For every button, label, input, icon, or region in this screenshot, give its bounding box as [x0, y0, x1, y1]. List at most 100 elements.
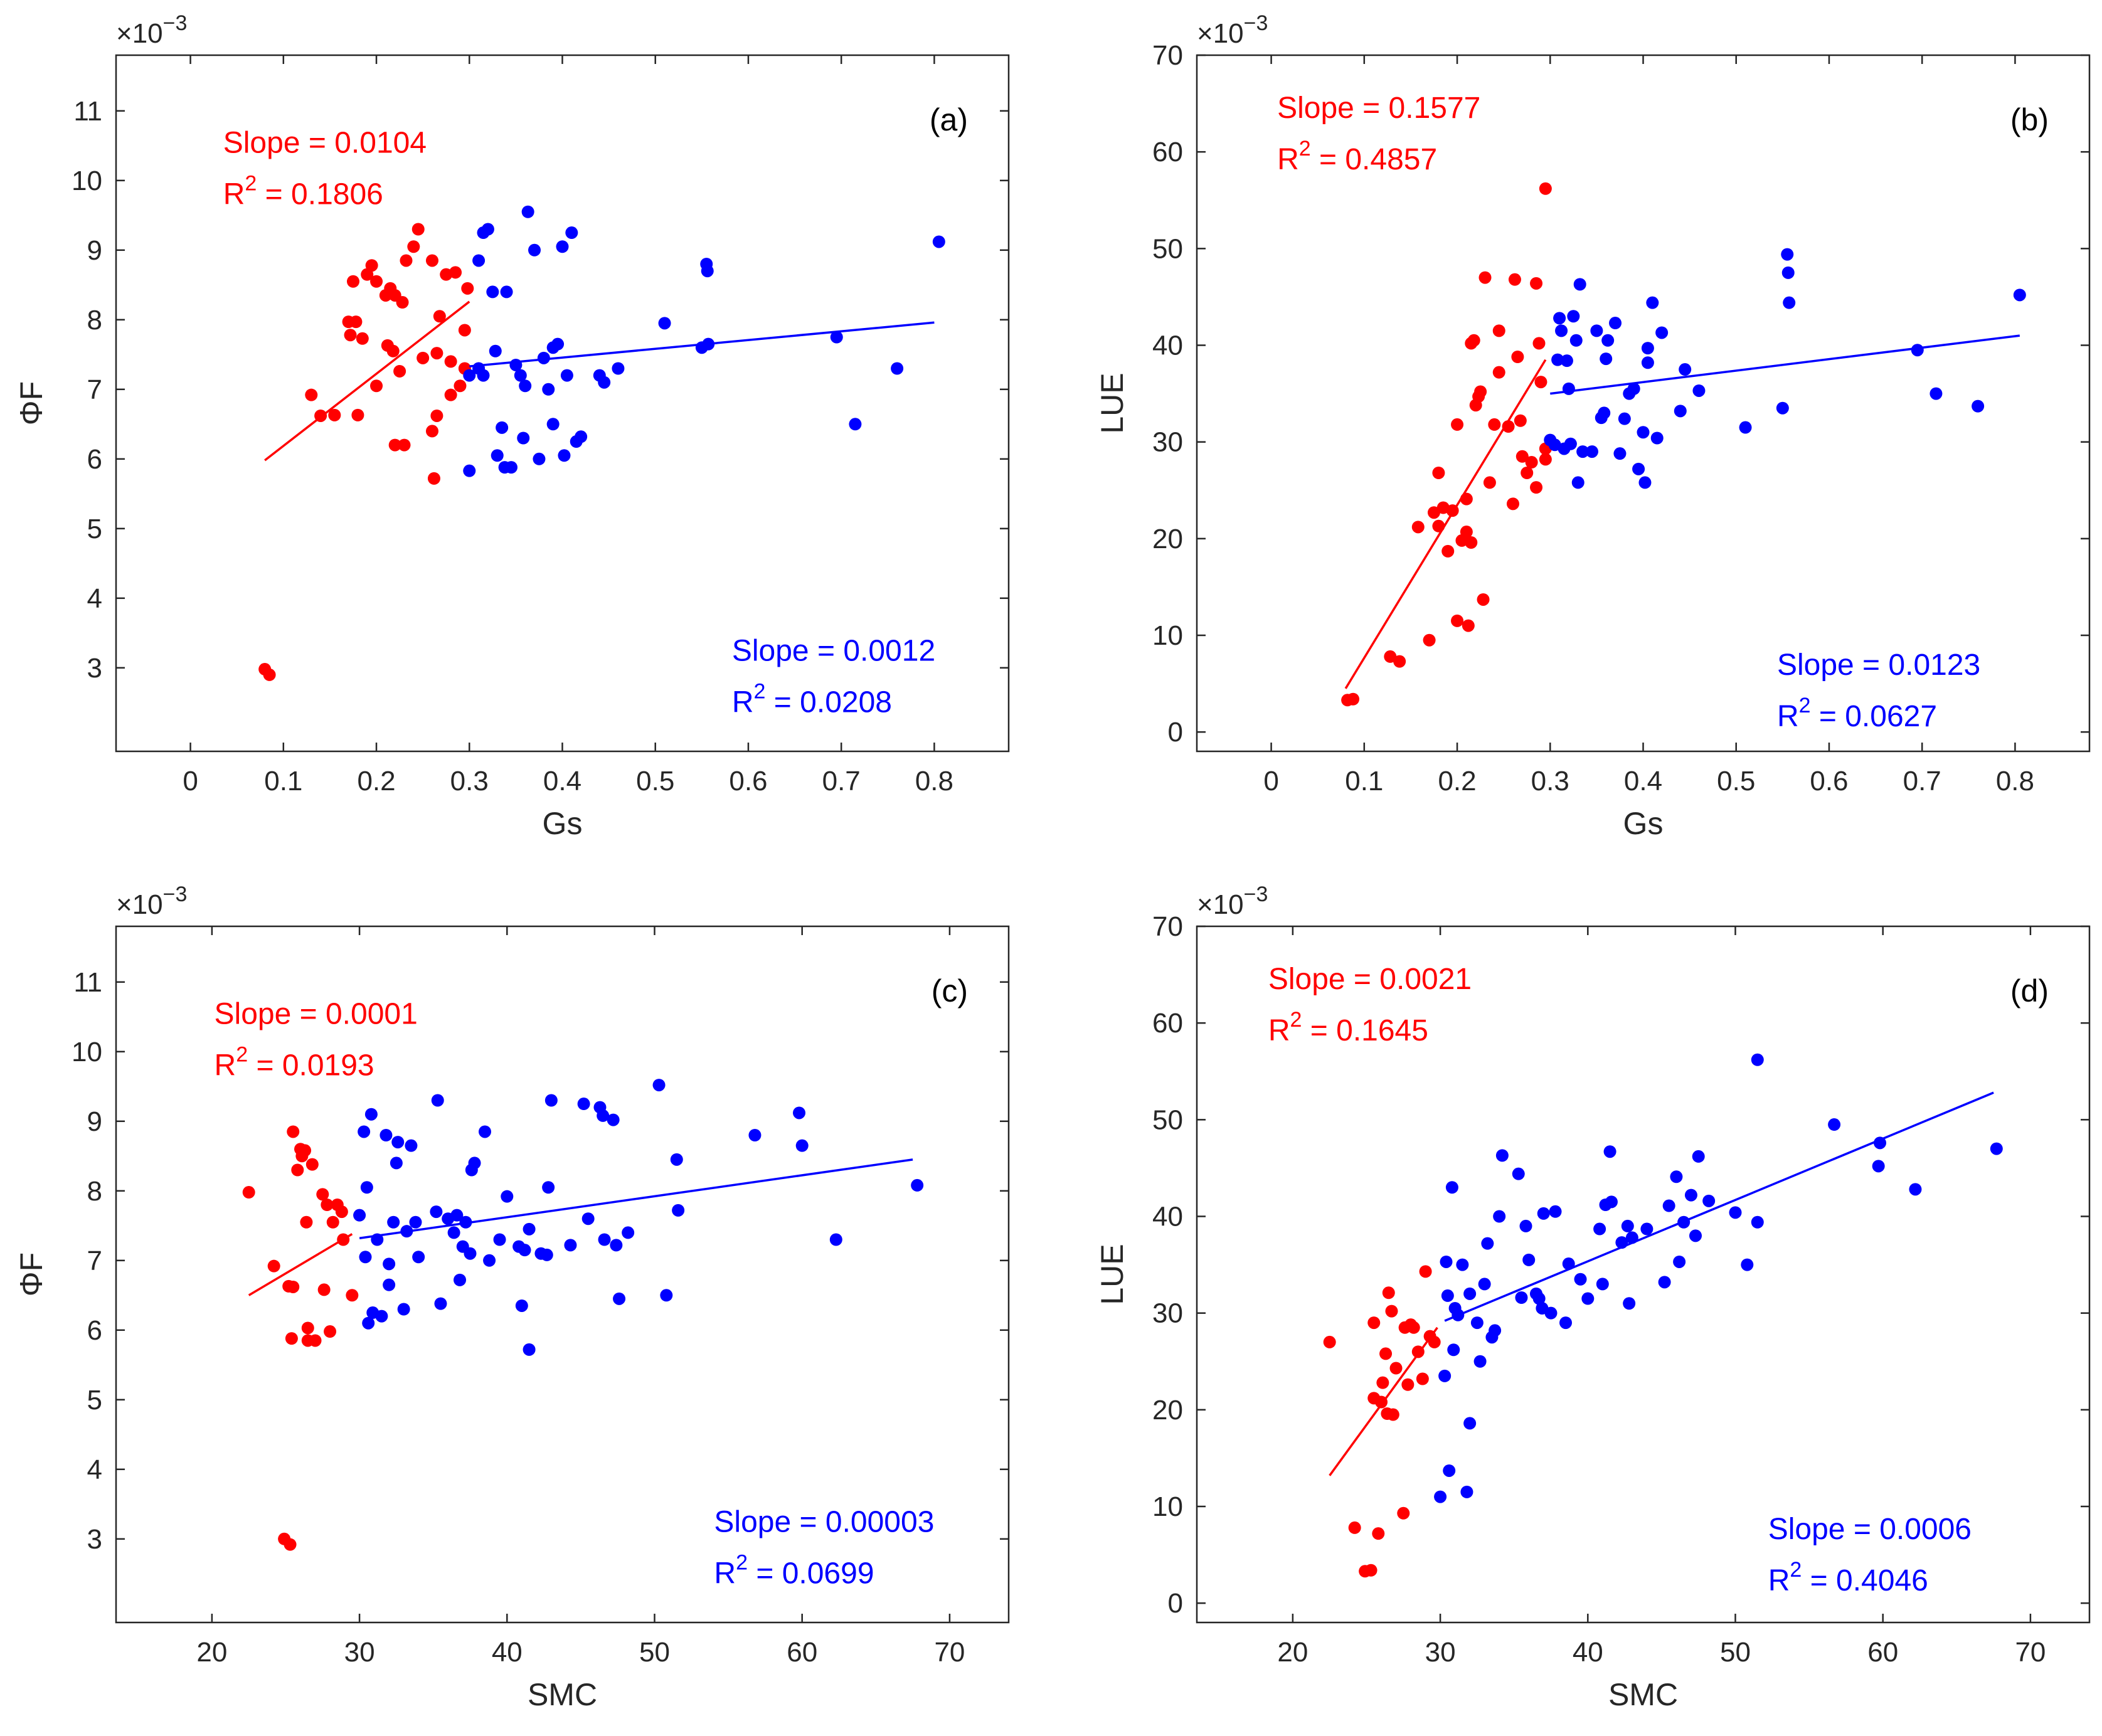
y-tick-label: 60	[1152, 1008, 1183, 1039]
data-point-blue	[1689, 1229, 1702, 1242]
data-point-blue	[500, 285, 513, 299]
data-point-red	[388, 438, 401, 452]
data-point-blue	[1559, 1316, 1573, 1330]
panel-d-frame	[1196, 925, 2091, 1624]
y-tick-label: 6	[87, 444, 102, 475]
y-axis-multiplier: ×10−3	[1197, 11, 1268, 49]
data-point-blue	[701, 265, 714, 278]
data-point-blue	[658, 317, 671, 330]
data-point-red	[425, 254, 438, 267]
data-point-blue	[1751, 1053, 1764, 1066]
slope-annotation-blue: Slope = 0.00003	[714, 1506, 934, 1539]
data-point-blue	[830, 331, 843, 344]
fit-line-blue	[359, 1158, 913, 1240]
data-point-red	[1348, 1521, 1361, 1534]
y-tick-label: 20	[1152, 524, 1183, 554]
data-point-blue	[660, 1289, 673, 1302]
data-point-red	[1506, 497, 1519, 511]
data-point-blue	[652, 1079, 666, 1092]
data-point-blue	[454, 1273, 467, 1286]
data-point-blue	[1741, 1258, 1754, 1271]
data-point-red	[1384, 650, 1397, 663]
data-point-blue	[450, 1209, 464, 1222]
data-point-blue	[359, 1251, 372, 1264]
data-point-red	[1432, 467, 1445, 479]
data-point-blue	[493, 1233, 506, 1246]
x-tick-label: 40	[492, 1637, 523, 1668]
data-point-red	[1401, 1378, 1415, 1391]
data-point-blue	[479, 1125, 492, 1138]
data-point-red	[1508, 273, 1521, 286]
data-point-blue	[1674, 405, 1687, 418]
data-point-blue	[795, 1139, 809, 1152]
data-point-red	[328, 408, 341, 421]
data-point-red	[324, 1325, 337, 1338]
x-tick-label: 0.6	[729, 766, 767, 797]
data-point-red	[1372, 1527, 1385, 1540]
y-tick-label: 70	[1152, 40, 1183, 71]
data-point-blue	[397, 1303, 410, 1316]
data-point-red	[1419, 1265, 1432, 1278]
fit-line-blue	[1550, 334, 2020, 395]
data-point-blue	[1463, 1287, 1477, 1300]
data-point-blue	[430, 1205, 443, 1219]
data-point-blue	[612, 362, 625, 375]
data-point-blue	[523, 1343, 536, 1356]
data-point-red	[305, 1158, 319, 1171]
data-point-blue	[1571, 476, 1584, 489]
x-tick-label: 0.1	[264, 766, 302, 797]
data-point-blue	[486, 285, 499, 299]
data-point-red	[321, 1199, 334, 1211]
data-point-blue	[1434, 1490, 1447, 1503]
r2-annotation-blue: R2 = 0.4046	[1768, 1558, 1928, 1597]
panel-b: 0 0.1 0.2 0.3 0.4 0.5 0.6 0.7 0.8 0 10 20 30 40 50 60 70…	[1095, 11, 2091, 841]
data-point-blue	[1874, 1136, 1887, 1150]
data-point-blue	[447, 1226, 460, 1239]
y-tick-label: 30	[1152, 427, 1183, 458]
y-tick-label: 8	[87, 305, 102, 336]
slope-annotation-red: Slope = 0.0104	[223, 126, 427, 159]
series-blue: Slope = 0.0006 R2 = 0.4046	[1434, 1053, 2003, 1597]
y-tick-label: 3	[87, 653, 102, 684]
x-tick-label: 40	[1573, 1637, 1603, 1668]
data-point-red	[267, 1259, 280, 1273]
data-point-blue	[1481, 1237, 1494, 1250]
data-point-blue	[1601, 334, 1615, 347]
data-point-red	[1530, 277, 1543, 290]
data-point-blue	[405, 1139, 418, 1152]
data-point-blue	[1562, 382, 1575, 395]
data-point-blue	[1590, 324, 1603, 337]
x-tick-label: 70	[2015, 1637, 2046, 1668]
slope-annotation-red: Slope = 0.1577	[1277, 92, 1480, 125]
data-point-red	[301, 1321, 314, 1335]
data-point-blue	[1593, 1222, 1606, 1236]
data-point-blue	[1641, 342, 1654, 355]
data-point-blue	[1581, 1292, 1595, 1305]
data-point-red	[430, 409, 443, 422]
data-point-blue	[560, 369, 573, 382]
data-point-blue	[1438, 1369, 1452, 1382]
y-tick-label: 5	[87, 514, 102, 544]
data-point-blue	[1440, 1255, 1453, 1268]
fit-line-blue	[1444, 1091, 1994, 1322]
y-tick-label: 0	[1168, 1588, 1183, 1619]
data-point-blue	[932, 235, 945, 248]
data-point-blue	[1551, 353, 1564, 366]
y-tick-label: 9	[87, 235, 102, 266]
y-axis-label: ΦF	[14, 381, 49, 425]
data-point-blue	[521, 205, 534, 218]
x-tick-label: 0.8	[915, 766, 953, 797]
data-point-blue	[1673, 1255, 1686, 1268]
data-point-red	[346, 275, 359, 288]
x-tick-label: 0.6	[1810, 766, 1848, 797]
data-point-blue	[1650, 431, 1664, 445]
x-axis-label: SMC	[528, 1677, 597, 1712]
data-point-blue	[597, 1109, 610, 1122]
y-tick-label: 11	[73, 96, 102, 127]
data-point-red	[1530, 481, 1543, 494]
data-point-blue	[1613, 447, 1627, 460]
data-point-blue	[598, 1233, 611, 1246]
data-point-red	[454, 379, 467, 393]
y-tick-label: 7	[87, 1246, 102, 1276]
data-point-blue	[1623, 1297, 1636, 1310]
